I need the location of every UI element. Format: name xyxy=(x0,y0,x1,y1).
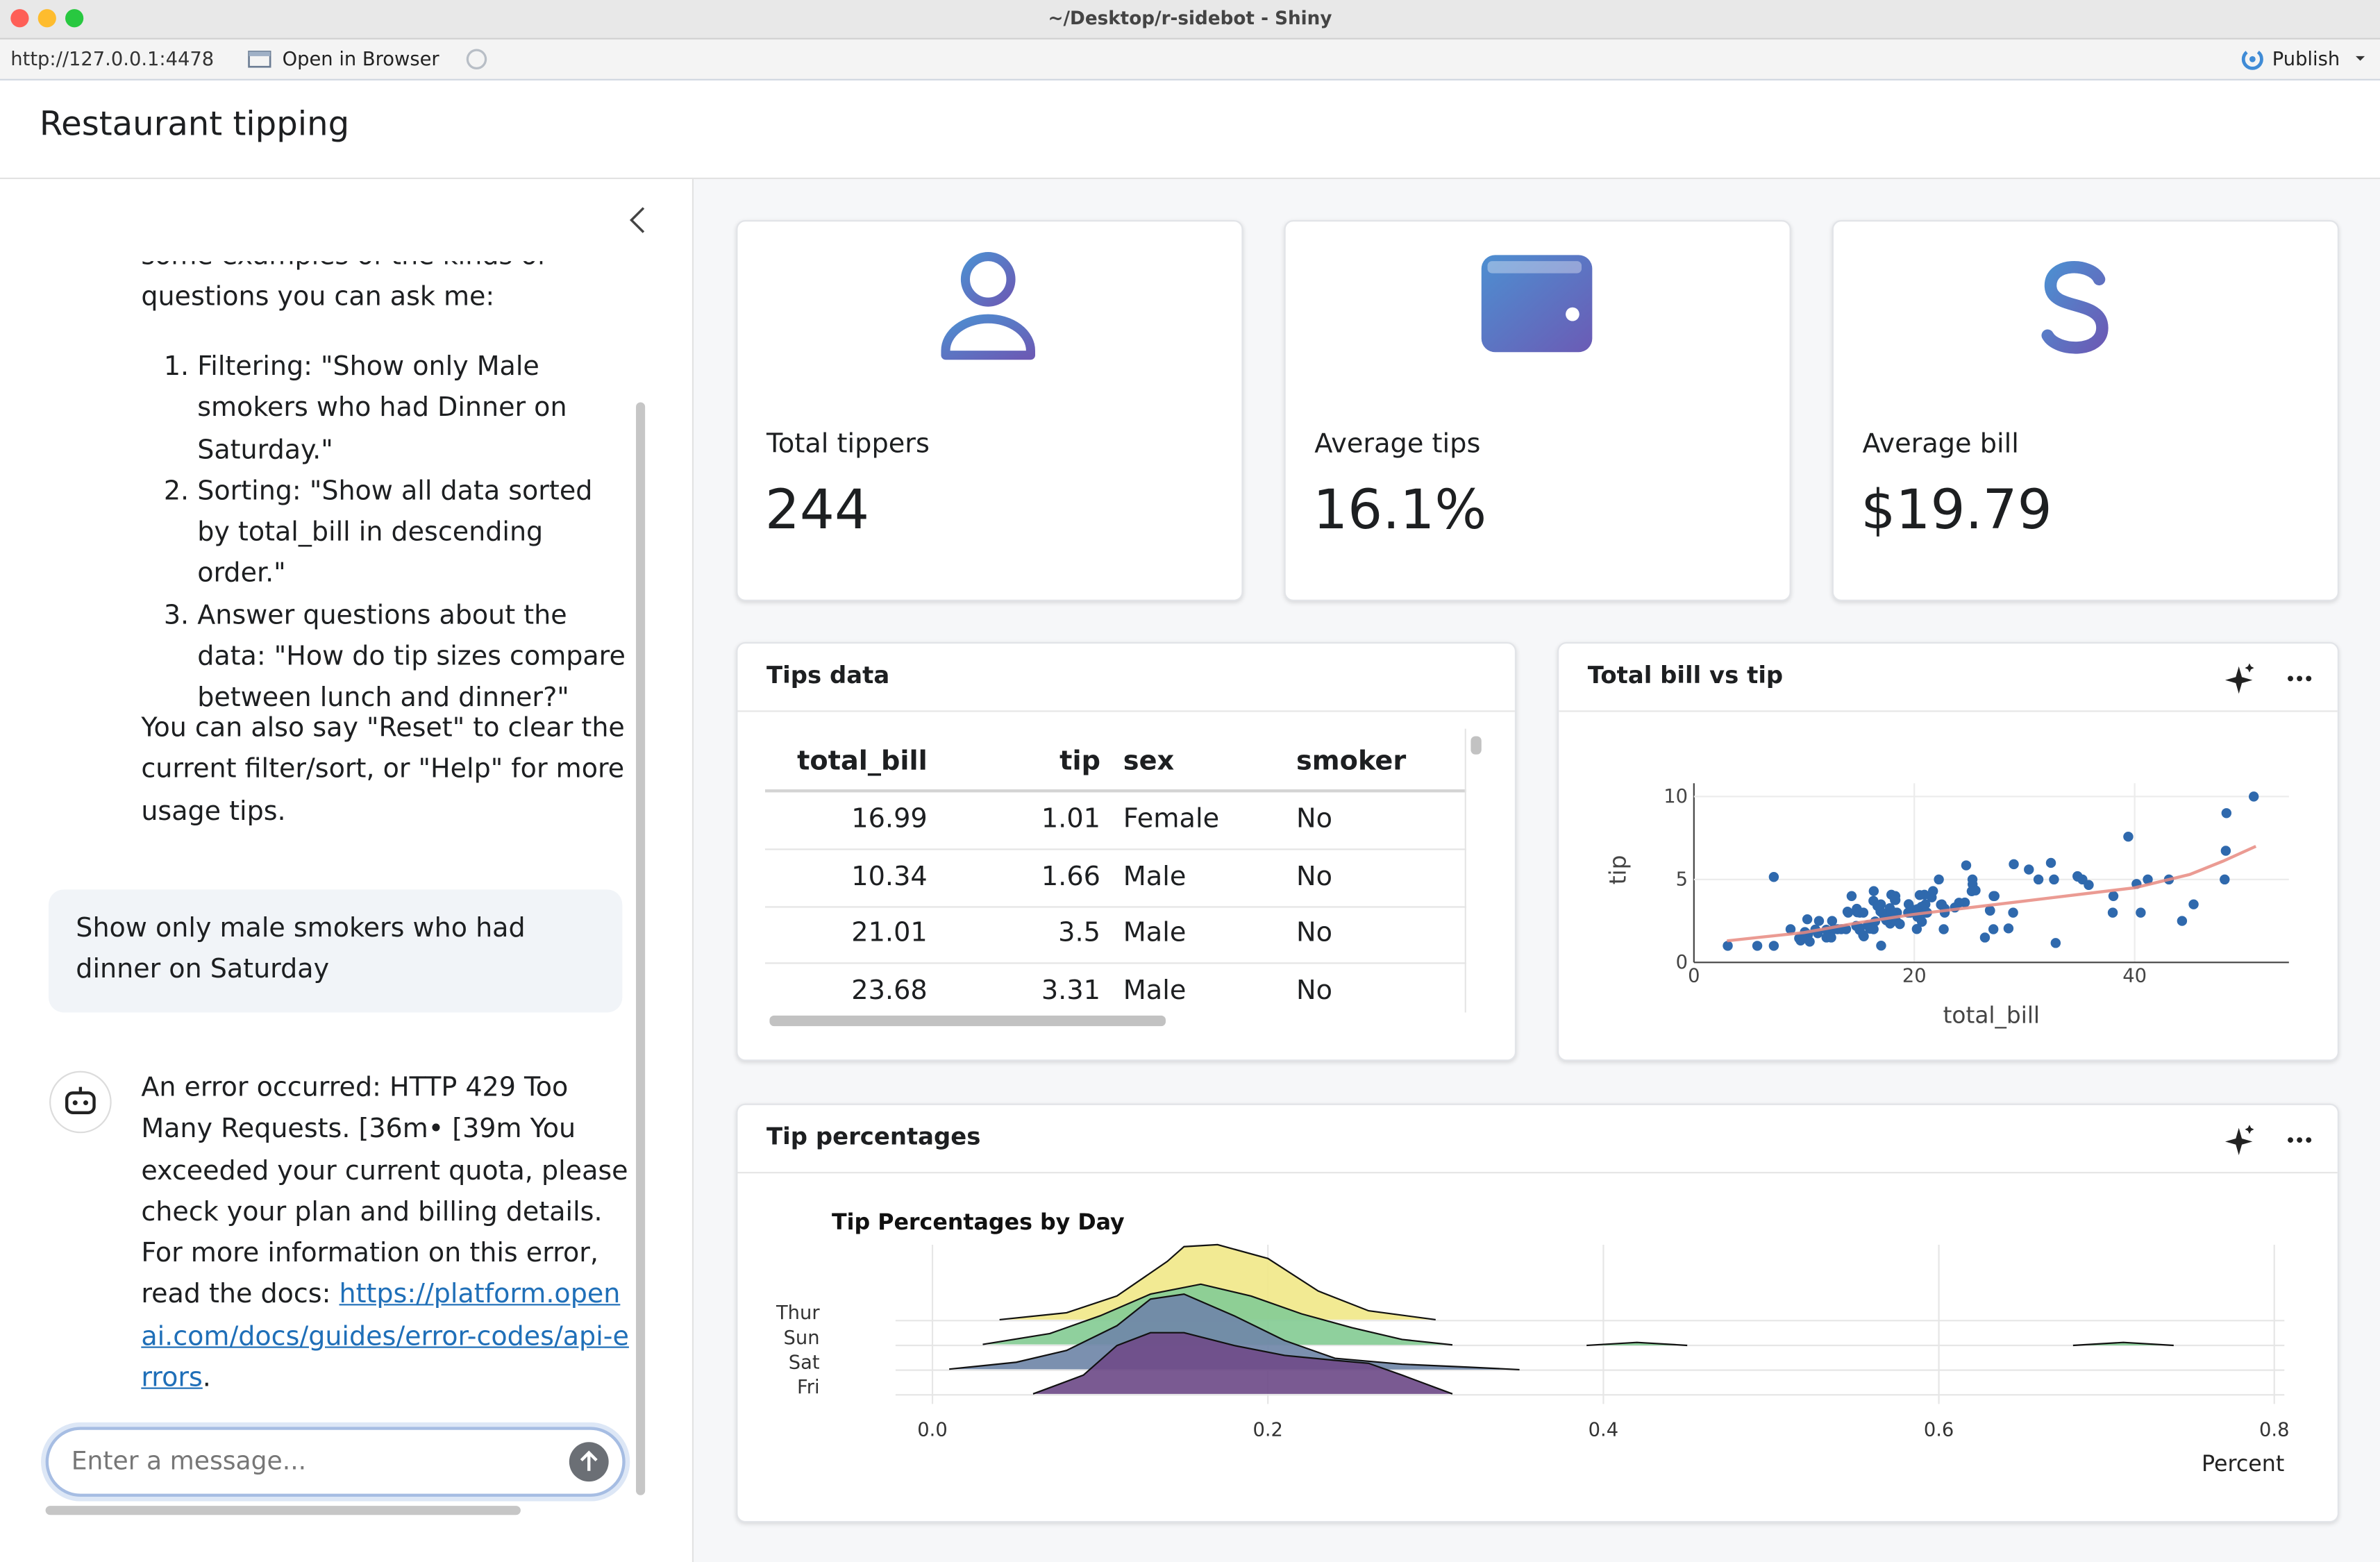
table-cell: No xyxy=(1296,975,1333,1006)
column-header: sex xyxy=(1123,746,1175,778)
value-box-label: Average bill xyxy=(1862,429,2019,460)
refresh-icon[interactable] xyxy=(463,46,494,73)
value-box: Average bill $19.79 xyxy=(1832,220,2339,601)
row-rule xyxy=(764,848,1466,850)
table-cell: Male xyxy=(1123,918,1187,949)
chat-scrollbar[interactable] xyxy=(636,402,646,1495)
toolbar: http://127.0.0.1:4478 Open in Browser Pu… xyxy=(0,39,2380,81)
table-cell: 1.01 xyxy=(1041,804,1101,835)
column-header: smoker xyxy=(1296,746,1407,778)
table-right-rule xyxy=(1464,728,1466,1013)
card-header: Tip percentages xyxy=(737,1105,2338,1174)
table-cell: 21.01 xyxy=(851,918,928,949)
open-in-browser[interactable]: Open in Browser xyxy=(282,47,439,70)
error-link[interactable]: https://platform.openai.com/docs/guides/… xyxy=(141,1280,629,1394)
value-box: Average tips 16.1% xyxy=(1284,220,1791,601)
card-title: Tip percentages xyxy=(766,1123,981,1151)
sidebar xyxy=(0,179,694,1562)
table-cell: Male xyxy=(1123,861,1187,892)
bot-avatar xyxy=(49,1070,112,1134)
collapse-button[interactable] xyxy=(622,203,653,237)
value-box: Total tippers 244 xyxy=(736,220,1243,601)
value-box-label: Total tippers xyxy=(766,429,930,460)
tips-table: total_bill tip sex smoker 16.99 1.01 Female No 1… xyxy=(764,728,1466,1013)
value-box-value: 16.1% xyxy=(1313,479,1487,542)
table-cell: 10.34 xyxy=(851,861,928,892)
example-item: Filtering: "Show only Male smokers who h… xyxy=(197,348,630,472)
table-cell: 1.66 xyxy=(1041,861,1101,892)
send-button[interactable] xyxy=(568,1441,610,1483)
sidebar-h-scrollbar[interactable] xyxy=(45,1506,521,1515)
table-cell: 16.99 xyxy=(851,804,928,835)
value-box-value: 244 xyxy=(764,479,870,542)
table-v-scrollbar[interactable] xyxy=(1470,736,1482,755)
url[interactable]: http://127.0.0.1:4478 xyxy=(10,47,215,70)
table-cell: Male xyxy=(1123,975,1187,1006)
error-message: An error occurred: HTTP 429 Too Many Req… xyxy=(141,1068,630,1400)
tips-table-card: Tips data xyxy=(736,641,1517,1061)
chat-input[interactable]: Enter a message... xyxy=(45,1427,626,1497)
example-item: Answer questions about the data: "How do… xyxy=(197,596,630,721)
reset-note: You can also say "Reset" to clear the cu… xyxy=(141,713,625,827)
table-cell: No xyxy=(1296,918,1333,949)
assistant-intro: some examples of the kinds of questions … xyxy=(141,261,546,314)
table-cell: 3.31 xyxy=(1041,975,1101,1006)
table-cell: 23.68 xyxy=(851,975,928,1006)
error-end: . xyxy=(202,1363,211,1394)
app-title: Restaurant tipping xyxy=(39,106,350,144)
value-box-label: Average tips xyxy=(1314,429,1481,460)
example-item: Sorting: "Show all data sorted by total_… xyxy=(197,472,630,596)
chat-messages: some examples of the kinds of questions … xyxy=(0,261,635,1415)
input-placeholder: Enter a message... xyxy=(71,1446,307,1476)
traffic-lights[interactable] xyxy=(0,0,91,38)
card-header: Total bill vs tip xyxy=(1559,644,2338,712)
row-rule xyxy=(764,905,1466,907)
publish-caret[interactable] xyxy=(2353,53,2368,65)
table-cell: No xyxy=(1296,804,1333,835)
scatter-card: Total bill vs tip xyxy=(1557,641,2339,1061)
window-title: ~/Desktop/r-sidebot - Shiny xyxy=(1048,7,1332,29)
row-rule xyxy=(764,962,1466,964)
publish-icon xyxy=(2241,48,2263,70)
header-rule xyxy=(764,789,1466,793)
table-cell: No xyxy=(1296,861,1333,892)
title-bar: ~/Desktop/r-sidebot - Shiny xyxy=(0,0,2380,40)
card-header: Tips data xyxy=(737,644,1515,712)
user-message: Show only male smokers who had dinner on… xyxy=(48,889,623,1012)
table-cell: 3.5 xyxy=(1058,918,1101,949)
publish[interactable]: Publish xyxy=(2272,47,2340,70)
column-header: tip xyxy=(1059,746,1101,778)
card-title: Total bill vs tip xyxy=(1587,662,1784,689)
table-h-scrollbar[interactable] xyxy=(769,1015,1166,1027)
column-header: total_bill xyxy=(797,746,928,778)
table-cell: Female xyxy=(1123,804,1220,835)
value-box-value: $19.79 xyxy=(1861,479,2052,542)
ridgeline-card: Tip percentages xyxy=(736,1103,2339,1523)
error-text: An error occurred: HTTP 429 Too Many Req… xyxy=(141,1073,628,1311)
card-title: Tips data xyxy=(766,662,890,689)
card-tools[interactable] xyxy=(2222,1123,2317,1157)
card-tools[interactable] xyxy=(2222,662,2317,695)
app-header: Restaurant tipping xyxy=(0,80,2380,180)
browser-icon xyxy=(248,51,271,68)
example-list: Filtering: "Show only Male smokers who h… xyxy=(141,348,630,721)
